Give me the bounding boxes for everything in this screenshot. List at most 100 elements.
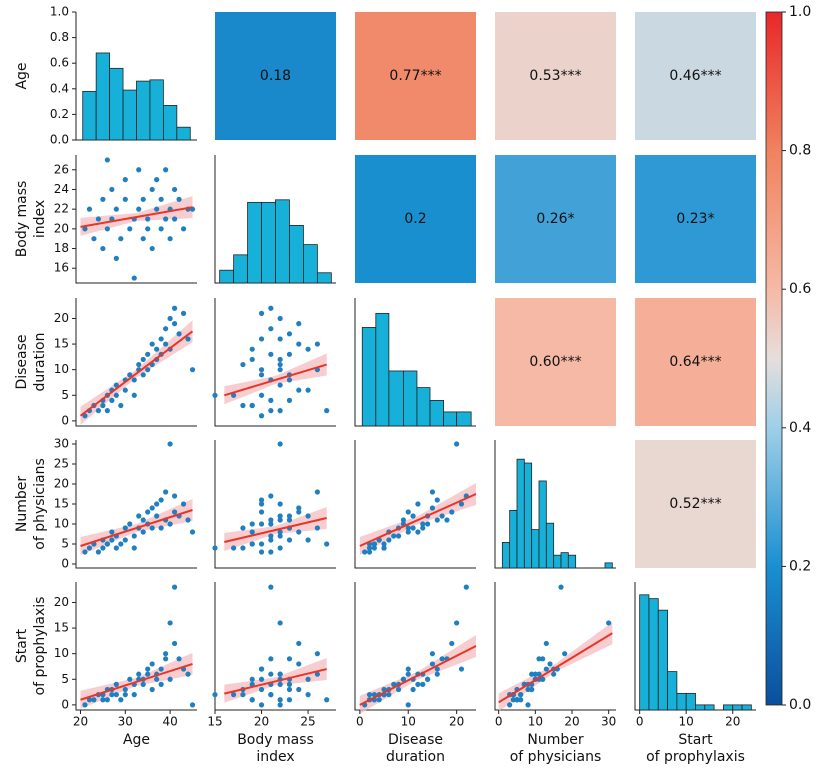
axis-spine (214, 298, 336, 427)
scatter-point (376, 697, 382, 703)
scatter-point (185, 336, 191, 342)
y-tick-label: 20 (54, 595, 69, 609)
scatter-point (258, 372, 265, 378)
scatter-point (163, 167, 169, 173)
scatter-point (277, 513, 283, 519)
scatter-point (118, 236, 124, 242)
scatter-point (154, 676, 160, 682)
scatter-point (158, 666, 164, 672)
scatter-point (366, 545, 373, 551)
scatter-point (136, 671, 142, 677)
scatter-point (391, 533, 397, 539)
scatter-point (381, 545, 387, 551)
x-axis-label: of prophylaxis (646, 749, 745, 765)
histogram-bar (162, 105, 178, 141)
histogram-bar (523, 462, 533, 569)
y-tick-label: 0 (61, 413, 69, 427)
scatter-point (400, 517, 406, 523)
scatter-point (249, 676, 255, 682)
histogram-bar (509, 509, 518, 569)
scatter-point (324, 697, 330, 703)
scatter-point (158, 226, 164, 232)
x-tick-label: 10 (528, 715, 543, 729)
scatter-point (180, 310, 187, 316)
scatter-point (268, 584, 274, 590)
scatter-point (240, 361, 246, 368)
scatter-point (410, 686, 416, 693)
y-tick-label: 15 (54, 621, 69, 635)
scatter-point (131, 377, 137, 383)
x-axis-label: Start (678, 732, 713, 748)
scatter-point (529, 686, 535, 693)
histogram-bar (122, 89, 137, 141)
scatter-point (145, 216, 151, 222)
y-axis-label: Number (14, 476, 30, 532)
x-tick-label: 10 (401, 715, 416, 729)
scatter-point (277, 315, 283, 322)
scatter-point (258, 686, 265, 693)
histogram-bar (149, 79, 164, 141)
histogram-bar (289, 224, 304, 284)
scatter-point (167, 315, 173, 322)
x-tick-label: 15 (207, 715, 222, 729)
x-axis-label: of physicians (510, 749, 602, 765)
histogram-bar (531, 529, 540, 569)
scatter-point (258, 497, 265, 503)
scatter-point (429, 661, 436, 667)
scatter-point (277, 501, 283, 507)
scatter-point (154, 206, 160, 212)
scatter-point (391, 681, 397, 688)
scatter-point (158, 497, 164, 503)
y-tick-label: 5 (61, 388, 69, 402)
scatter-point (277, 408, 283, 414)
scatter-point (240, 402, 246, 409)
histogram-bar (723, 704, 734, 711)
scatter-point (400, 676, 406, 682)
scatter-point (185, 671, 191, 677)
scatter-point (286, 686, 293, 693)
scatter-point (163, 651, 169, 657)
scatter-point (268, 692, 274, 698)
scatter-point (268, 517, 274, 523)
scatter-point (529, 671, 535, 677)
x-tick-label: 20 (73, 715, 88, 729)
scatter-point (145, 671, 151, 677)
scatter-point (277, 441, 283, 447)
scatter-point (518, 697, 524, 703)
x-axis-label: Age (123, 732, 150, 748)
scatter-point (314, 671, 320, 677)
axis-spine (634, 582, 756, 711)
correlation-label: 0.23* (676, 211, 714, 227)
scatter-point (286, 377, 293, 383)
scatter-point (258, 549, 265, 555)
scatter-point (258, 521, 265, 527)
scatter-point (249, 402, 255, 409)
histogram-bar (553, 554, 562, 569)
scatter-point (122, 196, 128, 202)
colorbar (765, 11, 783, 706)
scatter-point (249, 697, 255, 703)
y-tick-label: 20 (54, 311, 69, 325)
scatter-point (454, 620, 460, 626)
scatter-point (277, 671, 283, 677)
scatter-point (305, 537, 311, 543)
scatter-point (249, 541, 255, 547)
scatter-point (82, 549, 88, 555)
scatter-point (410, 513, 416, 519)
scatter-point (100, 245, 106, 252)
scatter-point (296, 686, 302, 693)
scatter-point (606, 620, 612, 626)
scatter-point (258, 367, 265, 373)
scatter-point (314, 651, 320, 657)
scatter-point (458, 501, 465, 507)
scatter-point (277, 517, 283, 523)
scatter-point (268, 671, 274, 677)
scatter-point (314, 341, 320, 347)
scatter-point (286, 681, 293, 688)
colorbar-tick-label: 0.4 (789, 420, 811, 436)
histogram-bar (604, 562, 613, 569)
scatter-point (176, 196, 182, 202)
scatter-point (449, 640, 455, 647)
scatter-point (163, 656, 169, 662)
y-axis-label: Age (14, 62, 30, 89)
